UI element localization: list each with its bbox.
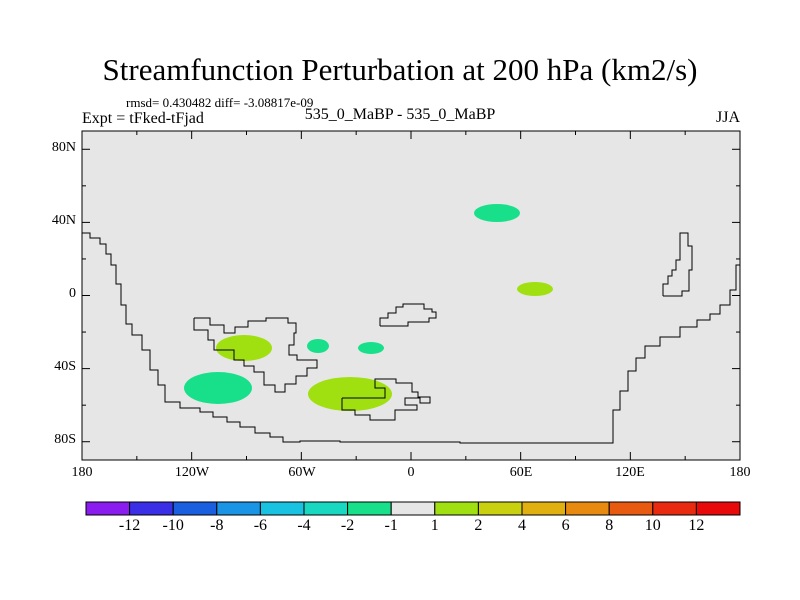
colorbar-label: 6 bbox=[561, 517, 570, 534]
colorbar-label: -2 bbox=[340, 517, 355, 534]
colorbar-label: -6 bbox=[253, 517, 268, 534]
y-tick-label: 40N bbox=[51, 213, 76, 228]
colorbar-label: 2 bbox=[474, 517, 483, 534]
x-tick-label: 180 bbox=[71, 465, 93, 480]
colorbar-swatch bbox=[652, 501, 697, 516]
colorbar-swatch bbox=[565, 501, 610, 516]
coastline-southern-islands-b bbox=[379, 303, 437, 327]
y-tick-label: 40S bbox=[54, 359, 76, 374]
stats-label: rmsd= 0.430482 diff= -3.08817e-09 bbox=[126, 95, 314, 110]
colorbar-label: -12 bbox=[118, 517, 141, 534]
map-background bbox=[82, 131, 740, 460]
colorbar bbox=[85, 501, 741, 516]
colorbar-swatch bbox=[390, 501, 436, 516]
colorbar-label: -1 bbox=[384, 517, 398, 534]
x-tick-label: 120W bbox=[174, 465, 210, 480]
anomaly-layer bbox=[184, 204, 553, 411]
x-tick-label: 0 bbox=[407, 465, 415, 480]
colorbar-label: 12 bbox=[688, 517, 705, 534]
colorbar-swatch bbox=[85, 501, 131, 516]
anomaly-north-pacific-east bbox=[474, 204, 520, 222]
plot-title: Streamfunction Perturbation at 200 hPa (… bbox=[102, 52, 698, 87]
colorbar-swatch bbox=[695, 501, 741, 516]
colorbar-label: -8 bbox=[210, 517, 224, 534]
colorbar-label: 4 bbox=[518, 517, 526, 534]
colorbar-swatch bbox=[129, 501, 174, 516]
x-tick-label: 180 bbox=[729, 465, 751, 480]
colorbar-label: 10 bbox=[644, 517, 661, 534]
coastline-western bbox=[82, 232, 741, 444]
y-tick-label: 80N bbox=[51, 140, 76, 155]
coastlines bbox=[82, 232, 741, 444]
coastline-southern-islands-a bbox=[193, 317, 318, 393]
colorbar-label: -10 bbox=[162, 517, 184, 534]
colorbar-swatch bbox=[172, 501, 218, 516]
axis-ticks bbox=[81, 131, 741, 460]
x-tick-label: 60E bbox=[509, 465, 533, 480]
colorbar-label: 8 bbox=[605, 517, 614, 534]
colorbar-swatch bbox=[216, 501, 261, 516]
colorbar-swatch bbox=[347, 501, 392, 516]
colorbar-swatch bbox=[521, 501, 567, 516]
anomaly-south-pacific bbox=[216, 335, 272, 361]
colorbar-swatch bbox=[477, 501, 523, 516]
anomaly-southern-ocean-west bbox=[184, 372, 252, 404]
colorbar-label: 1 bbox=[430, 517, 439, 534]
colorbar-label: -4 bbox=[297, 517, 311, 534]
y-tick-label: 80S bbox=[54, 432, 76, 447]
colorbar-swatch bbox=[303, 501, 349, 516]
anomaly-south-atlantic bbox=[358, 342, 384, 354]
x-tick-label: 60W bbox=[288, 465, 316, 480]
experiment-label: Expt = tFked-tFjad bbox=[82, 110, 204, 127]
colorbar-swatch bbox=[259, 501, 305, 516]
coastline-eastern-peninsula bbox=[662, 232, 693, 297]
season-label: JJA bbox=[715, 109, 740, 126]
y-tick-label: 0 bbox=[69, 286, 76, 301]
x-tick-label: 120E bbox=[615, 465, 645, 480]
anomaly-east-of-africa bbox=[517, 282, 553, 296]
coastline-southern-islands-c bbox=[341, 378, 431, 421]
anomaly-mid-pacific bbox=[307, 339, 329, 353]
anomaly-southern-ocean-east bbox=[308, 377, 392, 411]
case-label: 535_0_MaBP - 535_0_MaBP bbox=[304, 106, 496, 123]
colorbar-swatch bbox=[608, 501, 654, 516]
colorbar-swatch bbox=[434, 501, 479, 516]
